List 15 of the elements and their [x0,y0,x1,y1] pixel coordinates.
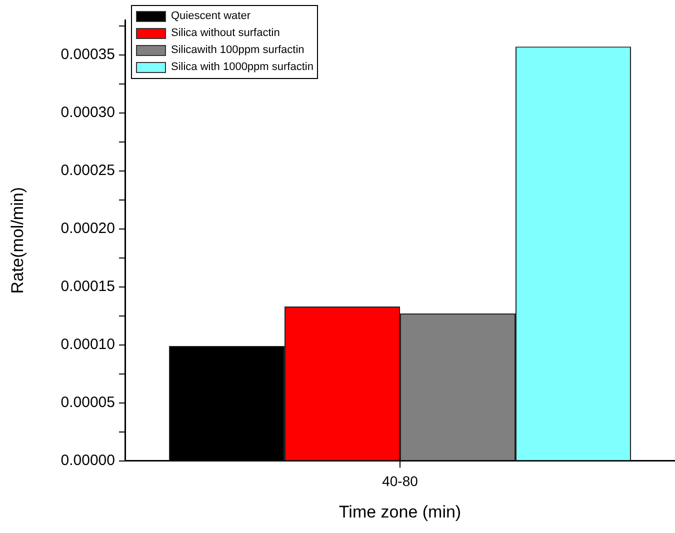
y-tick-label: 0.00000 [60,452,115,469]
y-tick-label: 0.00030 [60,104,115,121]
legend-label: Silica without surfactin [171,26,280,41]
y-tick-label: 0.00035 [60,46,115,63]
y-tick-label: 0.00005 [60,394,115,411]
y-axis-title: Rate(mol/min) [8,187,27,294]
x-axis-title: Time zone (min) [338,502,462,522]
y-tick-label: 0.00025 [60,162,115,179]
legend-label: Quiescent water [171,9,250,24]
y-tick-label: 0.00010 [60,336,115,353]
legend-label: Silica with 1000ppm surfactin [171,60,314,75]
x-tick-label: 40-80 [382,473,418,490]
legend-label: Silicawith 100ppm surfactin [171,43,304,58]
y-tick-label: 0.00020 [60,220,115,237]
y-tick-label: 0.00015 [60,278,115,295]
